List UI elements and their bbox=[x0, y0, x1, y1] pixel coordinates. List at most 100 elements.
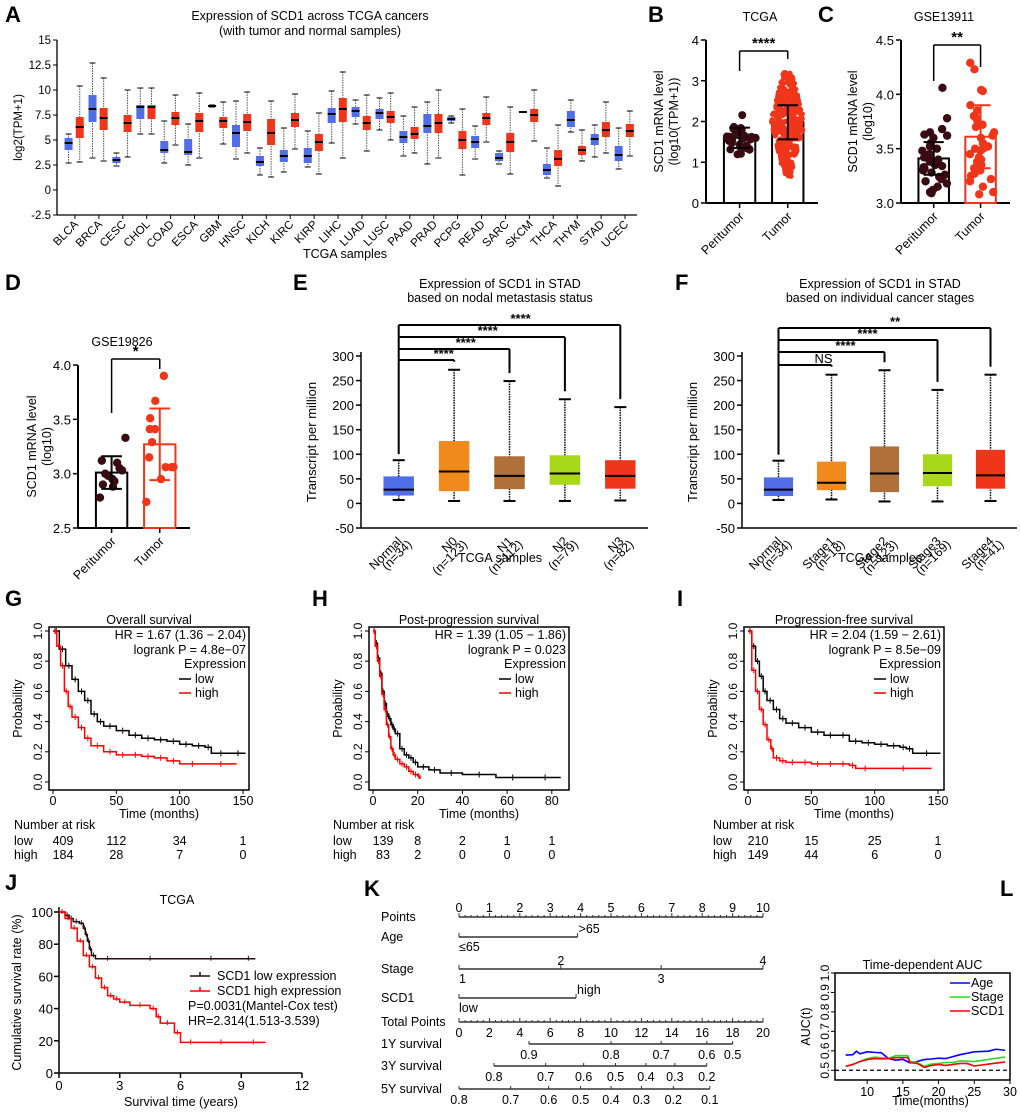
data-point bbox=[779, 80, 785, 87]
plot-frame bbox=[743, 626, 945, 791]
data-point bbox=[780, 140, 786, 146]
x-tick-label: 15 bbox=[896, 1085, 910, 1099]
box-prad-normal bbox=[423, 114, 432, 133]
y-tick-label: 50 bbox=[340, 472, 354, 487]
risk-title: Number at risk bbox=[14, 818, 96, 832]
nomogram-scale-label: 20 bbox=[756, 1026, 770, 1040]
y-tick-label: 0 bbox=[46, 1066, 53, 1081]
y-tick-label: 3.5 bbox=[53, 412, 71, 427]
data-point bbox=[773, 132, 779, 138]
y-tick-label: 4.0 bbox=[53, 358, 71, 373]
data-point bbox=[774, 145, 781, 151]
y-tick-label: 1.0 bbox=[31, 622, 45, 639]
box-gbm-tumor bbox=[219, 117, 228, 128]
nomogram-scale-label: 3 bbox=[547, 901, 554, 915]
data-point bbox=[781, 163, 787, 170]
data-point bbox=[796, 110, 802, 116]
legend-label-high: SCD1 high expression bbox=[217, 984, 341, 998]
nomogram-row-label: SCD1 bbox=[381, 991, 414, 1005]
nomogram-scale-label: 9 bbox=[729, 901, 736, 915]
x-tick-label: 150 bbox=[928, 794, 949, 808]
nomogram-survival-label: 0.7 bbox=[502, 1093, 519, 1107]
x-axis-label: Time (months) bbox=[119, 807, 199, 821]
data-point bbox=[971, 122, 981, 132]
data-point bbox=[790, 151, 796, 157]
y-tick-label: 50 bbox=[721, 472, 735, 487]
nomogram-scale-label: 8 bbox=[699, 901, 706, 915]
nomogram-scale-label: 10 bbox=[604, 1026, 618, 1040]
box-stage2 bbox=[869, 446, 900, 493]
x-tick-label: PCPG bbox=[432, 219, 464, 251]
significance-label: **** bbox=[752, 35, 776, 52]
km-curve-low bbox=[748, 630, 941, 755]
x-tick-label: 0 bbox=[370, 794, 377, 808]
x-tick-label: 30 bbox=[1003, 1085, 1017, 1099]
data-point bbox=[781, 153, 788, 159]
nomogram-scale-label: 5 bbox=[608, 901, 615, 915]
data-point bbox=[942, 114, 952, 123]
legend-label-low: SCD1 low expression bbox=[217, 969, 337, 983]
risk-low-value: 8 bbox=[414, 834, 421, 848]
y-tick-label: 2.5 bbox=[35, 160, 51, 172]
y-tick-label: 10 bbox=[38, 85, 51, 97]
x-tick-label: 3 bbox=[116, 1078, 123, 1093]
chart-title: Expression of SCD1 in STAD bbox=[799, 277, 961, 291]
hazard-ratio: HR = 2.04 (1.59 − 2.61) bbox=[810, 628, 941, 642]
chart-title: TCGA bbox=[160, 893, 195, 907]
data-point bbox=[97, 456, 107, 465]
km-curve-high bbox=[59, 911, 266, 1044]
data-point bbox=[942, 131, 952, 140]
data-point bbox=[789, 161, 795, 167]
x-tick-label: 25 bbox=[967, 1085, 981, 1099]
nomogram-scale-label: 6 bbox=[547, 1026, 554, 1040]
x-tick-label: 150 bbox=[233, 794, 254, 808]
comparison-label: **** bbox=[510, 311, 531, 326]
nomogram-survival-label: 0.1 bbox=[701, 1093, 718, 1107]
legend-label-high: high bbox=[890, 686, 914, 700]
data-point bbox=[918, 146, 927, 156]
y-tick-label: 4.5 bbox=[876, 33, 894, 48]
y-tick-label: 100 bbox=[31, 905, 53, 920]
data-point bbox=[932, 144, 942, 153]
nomogram-survival-label: 0.4 bbox=[602, 1093, 619, 1107]
y-tick-label: 0.0 bbox=[31, 773, 45, 790]
x-tick-label: Peritumor bbox=[71, 534, 119, 582]
x-tick-label: Peritumor bbox=[893, 209, 941, 257]
chart-title: GSE13911 bbox=[914, 10, 974, 24]
risk-high-value: 44 bbox=[804, 848, 818, 862]
x-axis-label: Time (months) bbox=[814, 807, 894, 821]
y-tick-label: 2.5 bbox=[53, 521, 71, 536]
y-tick-label: 250 bbox=[332, 374, 354, 389]
y-tick-label: 0.6 bbox=[818, 1042, 832, 1059]
data-point bbox=[794, 130, 800, 137]
y-tick-label: 0.0 bbox=[726, 773, 740, 790]
data-point bbox=[145, 414, 155, 423]
y-tick-label: 1.0 bbox=[726, 622, 740, 639]
x-axis-label: Time(months) bbox=[892, 1094, 969, 1108]
chart-title: Time-dependent AUC bbox=[863, 958, 983, 972]
data-point bbox=[150, 424, 160, 434]
x-tick-label: KIRC bbox=[268, 219, 296, 247]
y-tick-label: 0 bbox=[728, 496, 735, 511]
panel-label-c: C bbox=[818, 2, 834, 27]
risk-high-value: 0 bbox=[548, 848, 555, 862]
data-point bbox=[925, 142, 935, 151]
x-tick-label: SKCM bbox=[504, 219, 536, 251]
y-axis-label: SCD1 mRNA level bbox=[25, 395, 39, 497]
box-esca-normal bbox=[184, 139, 193, 155]
legend-label-high: high bbox=[195, 686, 219, 700]
nomogram-scale-label: 12 bbox=[634, 1026, 648, 1040]
x-tick-label: 50 bbox=[109, 794, 123, 808]
km-curve-high bbox=[53, 630, 237, 765]
data-point bbox=[777, 112, 783, 118]
box-normal bbox=[763, 477, 794, 497]
chart-subtitle: (with tumor and normal samples) bbox=[219, 24, 401, 38]
risk-high-value: 7 bbox=[176, 848, 183, 862]
y-tick-label: 250 bbox=[713, 374, 735, 389]
x-tick-label: 20 bbox=[411, 794, 425, 808]
x-tick-label: Tumor bbox=[132, 534, 167, 569]
box-n0 bbox=[438, 441, 470, 492]
nomogram-survival-label: 0.8 bbox=[485, 1070, 502, 1084]
logrank-p: logrank P = 0.023 bbox=[468, 643, 566, 657]
risk-low-value: 1 bbox=[935, 834, 942, 848]
